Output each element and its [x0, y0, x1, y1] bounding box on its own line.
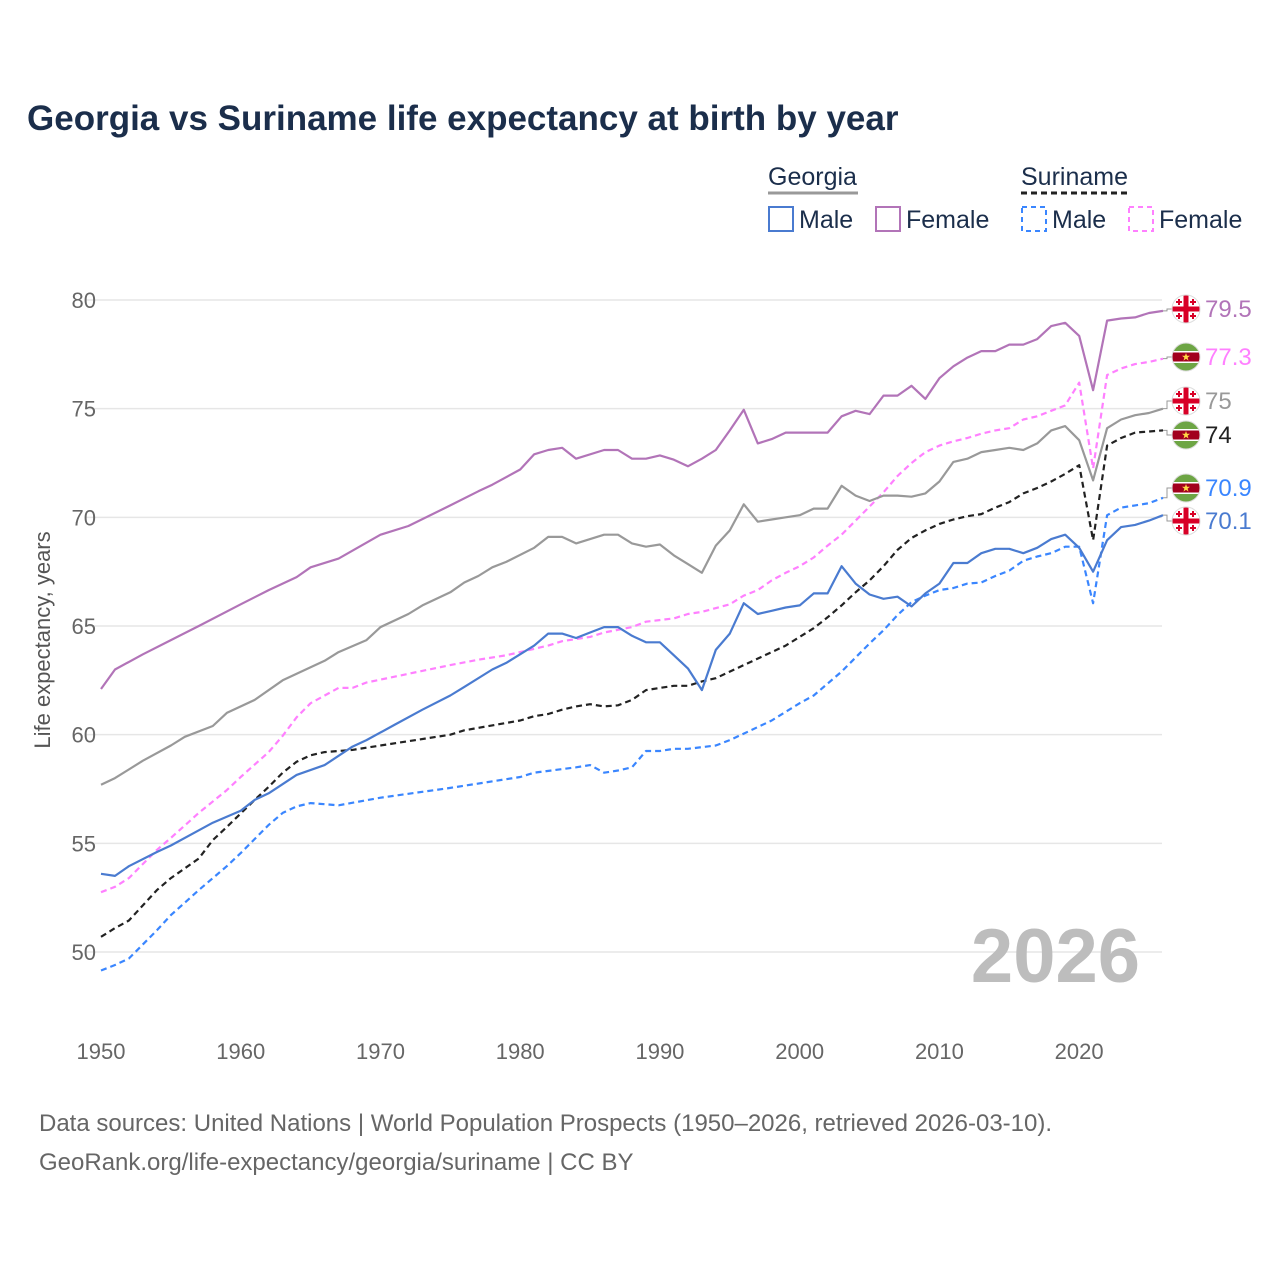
legend: Georgia Suriname Male Female Male Female — [768, 163, 1242, 234]
end-label-connector — [1163, 487, 1173, 499]
end-label-georgia-female: 79.5 — [1205, 296, 1252, 323]
x-tick-label: 1970 — [356, 1039, 405, 1064]
georgia-flag-icon — [1171, 294, 1201, 324]
end-label-georgia-total: 75 — [1205, 388, 1232, 415]
end-label-connector — [1163, 356, 1173, 360]
series-lines — [100, 309, 1164, 972]
x-axis: 1950 1960 1970 1980 1990 2000 2010 2020 — [77, 1039, 1104, 1064]
end-label-suriname-male: 70.9 — [1205, 475, 1252, 502]
series-line-suriname-male — [100, 496, 1164, 972]
end-labels: 79.5 77.3 75 74 70.9 70.1 — [1163, 294, 1252, 536]
georgia-flag-icon — [1171, 506, 1201, 536]
x-tick-label: 2020 — [1055, 1039, 1104, 1064]
legend-group-suriname: Suriname — [1021, 163, 1128, 191]
y-tick-label: 55 — [72, 831, 96, 856]
legend-group-georgia: Georgia — [768, 163, 857, 191]
y-tick-label: 50 — [72, 940, 96, 965]
legend-swatch-suriname-male — [1021, 206, 1047, 232]
legend-georgia-female: Female — [906, 206, 989, 234]
series-line-georgia-male — [100, 514, 1164, 877]
series-line-georgia-female — [100, 309, 1164, 690]
series-line-suriname-total — [100, 429, 1164, 938]
x-tick-label: 1960 — [216, 1039, 265, 1064]
end-label-connector — [1163, 514, 1173, 522]
source-note: Data sources: United Nations | World Pop… — [39, 1110, 1052, 1137]
end-label-connector — [1163, 308, 1173, 312]
georgia-flag-icon — [1171, 386, 1201, 416]
suriname-flag-icon — [1171, 342, 1201, 372]
legend-swatch-georgia-male — [768, 206, 794, 232]
x-tick-label: 1990 — [635, 1039, 684, 1064]
x-tick-label: 1950 — [77, 1039, 126, 1064]
end-label-suriname-total: 74 — [1205, 422, 1232, 449]
end-label-connector — [1163, 400, 1173, 410]
end-label-georgia-male: 70.1 — [1205, 508, 1252, 535]
y-tick-label: 80 — [72, 288, 96, 313]
y-tick-label: 60 — [72, 723, 96, 748]
x-tick-label: 2010 — [915, 1039, 964, 1064]
end-label-connector — [1163, 429, 1173, 436]
source-link[interactable]: GeoRank.org/life-expectancy/georgia/suri… — [39, 1149, 634, 1176]
end-label-suriname-female: 77.3 — [1205, 344, 1252, 371]
y-axis-label: Life expectancy, years — [30, 531, 55, 748]
gridlines — [85, 299, 1162, 953]
legend-suriname-male: Male — [1052, 206, 1106, 234]
y-tick-label: 65 — [72, 614, 96, 639]
series-line-suriname-female — [100, 357, 1164, 894]
chart-title: Georgia vs Suriname life expectancy at b… — [27, 99, 899, 138]
y-tick-label: 75 — [72, 397, 96, 422]
series-line-georgia-total — [100, 407, 1164, 786]
legend-georgia-male: Male — [799, 206, 853, 234]
y-tick-label: 70 — [72, 505, 96, 530]
x-tick-label: 1980 — [496, 1039, 545, 1064]
suriname-flag-icon — [1171, 420, 1201, 450]
legend-suriname-female: Female — [1159, 206, 1242, 234]
x-tick-label: 2000 — [775, 1039, 824, 1064]
y-axis: 50 55 60 65 70 75 80 — [72, 288, 96, 965]
suriname-flag-icon — [1171, 473, 1201, 503]
legend-swatch-suriname-female — [1128, 206, 1154, 232]
year-watermark: 2026 — [971, 914, 1140, 999]
legend-swatch-georgia-female — [875, 206, 901, 232]
